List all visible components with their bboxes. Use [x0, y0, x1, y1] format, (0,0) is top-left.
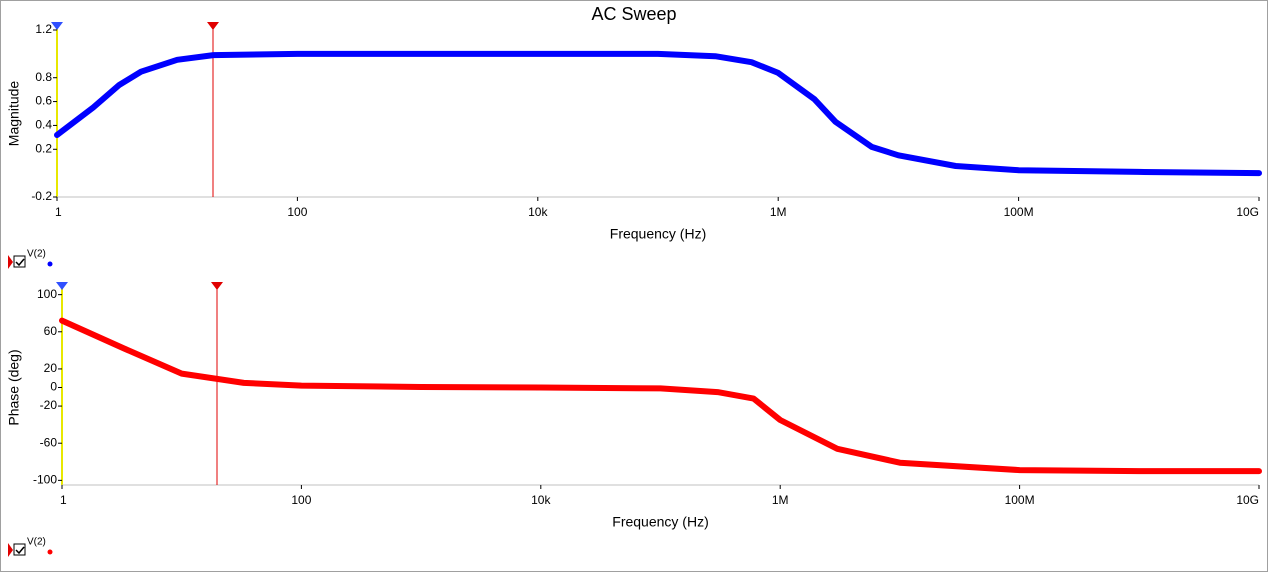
x-tick-label: 1 — [55, 205, 62, 219]
cursor-handle[interactable] — [211, 282, 223, 290]
x-tick-label: 10G — [1236, 205, 1259, 219]
legend-marker — [47, 261, 53, 267]
series-line — [54, 50, 1262, 177]
series-line — [59, 317, 1262, 475]
cursor-handle-left[interactable] — [51, 22, 63, 30]
y-tick-label: 0 — [50, 380, 57, 394]
x-tick-label: 1M — [772, 493, 789, 507]
legend-marker — [47, 549, 53, 555]
y-tick-label: 0.8 — [35, 70, 52, 84]
y-tick-label: -0.2 — [31, 189, 52, 203]
x-tick-label: 100 — [291, 493, 311, 507]
y-tick-label: -100 — [33, 473, 57, 487]
x-axis-label: Frequency (Hz) — [612, 514, 708, 530]
y-tick-label: 0.2 — [35, 141, 52, 155]
y-tick-label: -20 — [40, 398, 58, 412]
legend-label: V(2) — [27, 537, 46, 548]
legend-checkbox[interactable] — [13, 255, 26, 268]
chart-title: AC Sweep — [591, 4, 676, 24]
y-tick-label: 20 — [44, 361, 58, 375]
x-axis-label: Frequency (Hz) — [610, 226, 706, 242]
legend-check — [15, 546, 25, 555]
y-tick-label: 1.2 — [35, 22, 52, 36]
y-tick-label: 0.4 — [35, 118, 52, 132]
legend-arrow — [8, 543, 13, 557]
y-tick-label: 0.6 — [35, 94, 52, 108]
x-tick-label: 10k — [531, 493, 551, 507]
x-tick-label: 100M — [1005, 493, 1035, 507]
x-tick-label: 100M — [1004, 205, 1034, 219]
cursor-handle[interactable] — [207, 22, 219, 30]
y-axis-label: Magnitude — [6, 81, 22, 147]
y-tick-label: 60 — [44, 324, 58, 338]
x-tick-label: 100 — [287, 205, 307, 219]
y-tick-label: 100 — [37, 287, 57, 301]
legend-checkbox[interactable] — [13, 543, 26, 556]
legend-label: V(2) — [27, 249, 46, 260]
x-tick-label: 1 — [60, 493, 67, 507]
legend-check — [15, 258, 25, 267]
x-tick-label: 10k — [528, 205, 548, 219]
x-tick-label: 1M — [770, 205, 787, 219]
y-axis-label: Phase (deg) — [6, 349, 22, 425]
x-tick-label: 10G — [1236, 493, 1259, 507]
legend-arrow — [8, 255, 13, 269]
y-tick-label: -60 — [40, 435, 58, 449]
cursor-handle-left[interactable] — [56, 282, 68, 290]
